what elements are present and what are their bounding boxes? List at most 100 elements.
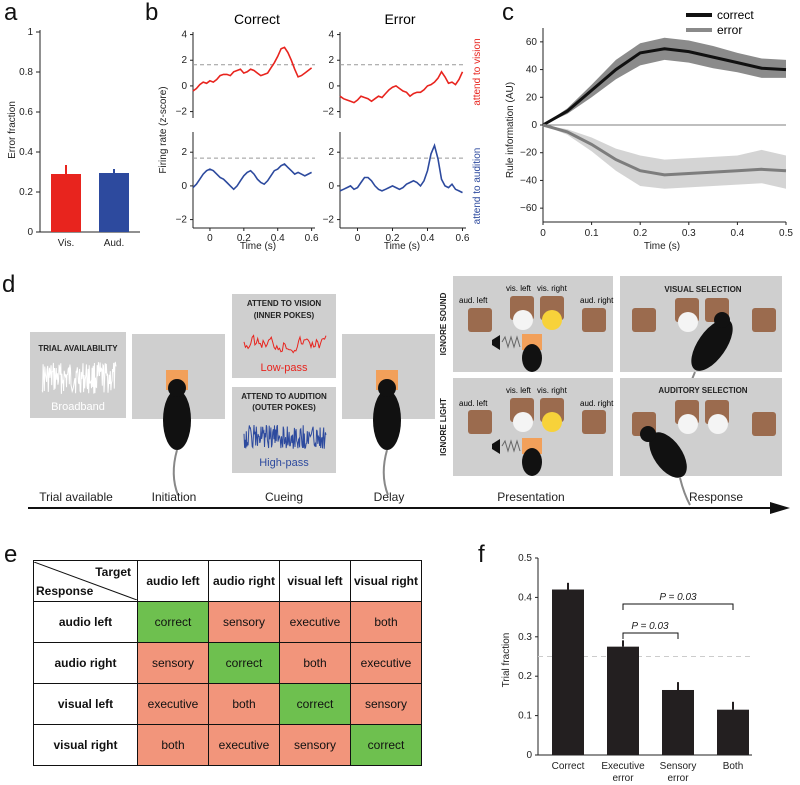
f-xtick-label: Both — [723, 761, 744, 772]
stage-label: Presentation — [497, 490, 564, 504]
panel-b-xlabel-right: Time (s) — [384, 241, 420, 252]
table-cell: executive — [208, 724, 280, 766]
c-series-line — [542, 123, 787, 177]
trial-availability-title: TRIAL AVAILABILITY — [38, 344, 118, 353]
b-ytick-label: −2 — [176, 215, 188, 226]
f-ytick-label: 0.1 — [518, 711, 532, 722]
c-ytick-label: 40 — [526, 65, 538, 76]
row-header: audio right — [33, 642, 138, 684]
b-ytick-label: 0 — [181, 81, 187, 92]
panel-b-row-vision: attend to vision — [472, 38, 483, 105]
f-ytick-label: 0 — [526, 750, 532, 761]
highpass-label: High-pass — [259, 457, 309, 469]
panel-label-a: a — [4, 0, 18, 26]
b-ytick-label: 0 — [328, 81, 334, 92]
f-ytick-label: 0.3 — [518, 632, 532, 643]
port-vis-right-2: vis. right — [537, 386, 568, 395]
b-ytick-label: 2 — [328, 147, 334, 158]
a-ytick-label: 0.4 — [19, 147, 33, 158]
port-aud-left-2: aud. left — [459, 399, 488, 408]
col-header: audio right — [208, 560, 280, 602]
lowpass-label: Low-pass — [260, 362, 308, 374]
broadband-waveform — [41, 361, 117, 394]
panel-c-legend: correct error — [686, 8, 754, 37]
panel-b-xlabel-left: Time (s) — [240, 241, 276, 252]
a-bar — [51, 174, 81, 232]
b-ytick-label: 2 — [181, 147, 187, 158]
panel-f-chart: Trial fraction 0 0.1 0.2 0.3 0.4 0.5 Correct Ex… — [501, 553, 752, 784]
attend-vision-sub: (INNER POKES) — [254, 311, 315, 320]
f-xtick-label: error — [667, 773, 689, 784]
c-xtick-label: 0.2 — [633, 228, 647, 239]
ignore-sound-label: IGNORE SOUND — [439, 292, 448, 355]
port-vis-left-1: vis. left — [506, 284, 532, 293]
panel-b-col-correct: Correct — [234, 11, 280, 27]
port-aud-left-1: aud. left — [459, 296, 488, 305]
panel-f-ylabel: Trial fraction — [501, 633, 512, 688]
lowpass-waveform — [243, 334, 327, 354]
f-bar — [717, 709, 749, 755]
ignore-light-label: IGNORE LIGHT — [439, 398, 448, 456]
f-sig-bracket — [622, 603, 734, 610]
b-ytick-label: 4 — [328, 30, 334, 41]
c-xtick-label: 0.5 — [779, 228, 793, 239]
c-xtick-label: 0.1 — [585, 228, 599, 239]
auditory-selection-title: AUDITORY SELECTION — [658, 386, 747, 395]
table-cell: sensory — [208, 601, 280, 643]
panel-c-chart: Rule information (AU) Time (s) −60 −40 −20… — [505, 8, 793, 252]
table-cell: sensory — [279, 724, 351, 766]
c-ytick-label: −60 — [520, 203, 537, 214]
b-ytick-label: 0 — [181, 181, 187, 192]
stage-label: Cueing — [265, 490, 303, 504]
panel-label-c: c — [502, 0, 514, 26]
row-header: visual right — [33, 724, 138, 766]
b-ytick-label: 4 — [181, 30, 187, 41]
table-cell: executive — [350, 642, 422, 684]
table-cell: correct — [137, 601, 209, 643]
stage-label: Trial available — [39, 490, 113, 504]
panel-b-chart: Correct Error Firing rate (z-score) atte… — [158, 11, 483, 252]
panel-e-table: Target Response audio left audio right v… — [33, 560, 422, 766]
a-ytick-label: 0.8 — [19, 67, 33, 78]
a-ytick-label: 0.2 — [19, 187, 33, 198]
mouse-auditory-selection — [640, 426, 687, 478]
mouse-delay — [373, 370, 401, 496]
f-ytick-label: 0.2 — [518, 671, 532, 682]
a-ytick-label: 1 — [27, 27, 33, 38]
f-sig-bracket — [622, 632, 679, 639]
a-ytick-label: 0.6 — [19, 107, 33, 118]
f-pvalue: P = 0.03 — [631, 621, 669, 632]
b-ytick-label: 2 — [328, 55, 334, 66]
b-ytick-label: −2 — [323, 215, 335, 226]
panel-b-ylabel: Firing rate (z-score) — [158, 86, 169, 173]
port-vis-right-1: vis. right — [537, 284, 568, 293]
f-ytick-label: 0.5 — [518, 553, 532, 564]
row-header: visual left — [33, 683, 138, 725]
panel-b-col-error: Error — [384, 11, 415, 27]
table-corner-target: Target — [95, 565, 131, 579]
f-xtick-label: Sensory — [660, 761, 697, 772]
panel-b-row-audition: attend to audition — [472, 148, 483, 225]
c-xtick-label: 0.3 — [682, 228, 696, 239]
table-cell: both — [137, 724, 209, 766]
table-cell: executive — [279, 601, 351, 643]
col-header: visual left — [279, 560, 351, 602]
b-ytick-label: −2 — [176, 107, 188, 118]
a-bar — [99, 173, 129, 232]
b-series-line — [192, 163, 312, 191]
b-ytick-label: −2 — [323, 107, 335, 118]
f-xtick-label: Executive — [601, 761, 645, 772]
b-xtick-label: 0.2 — [237, 233, 251, 244]
f-bar — [607, 646, 639, 755]
panel-label-b: b — [145, 0, 158, 26]
mouse-visual-selection — [691, 312, 733, 371]
table-corner: Target Response — [33, 560, 138, 602]
a-ytick-label: 0 — [27, 227, 33, 238]
panel-label-e: e — [4, 541, 17, 568]
legend-error: error — [717, 23, 742, 37]
col-header: audio left — [137, 560, 209, 602]
f-ytick-label: 0.4 — [518, 592, 532, 603]
f-bar — [552, 589, 584, 755]
c-ytick-label: 20 — [526, 92, 538, 103]
